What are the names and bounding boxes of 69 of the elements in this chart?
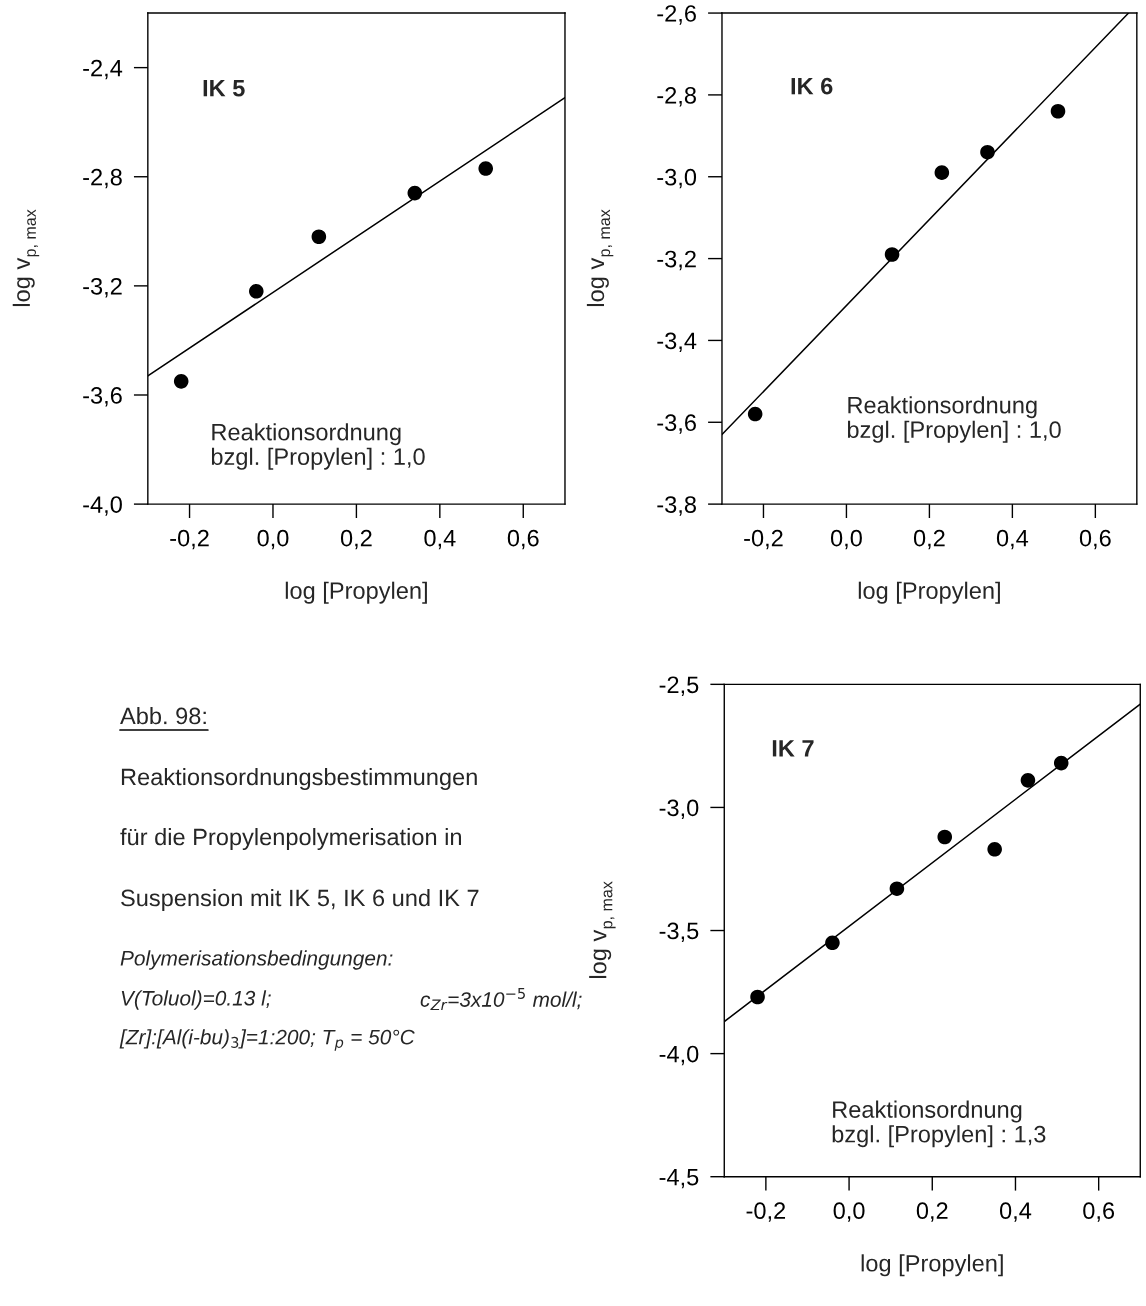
y-tick-label: -2,8 xyxy=(657,86,696,107)
x-tick-label: 0,4 xyxy=(996,529,1029,550)
text: [Zr]:[Al(i-bu)$_{3}$]=1:200; T$_{p}$ = 50°C xyxy=(119,1029,415,1051)
text: Suspension mit IK 5, IK 6 und IK 7 xyxy=(121,888,479,912)
y-tick-label: -4,0 xyxy=(83,496,122,516)
x-tick-label: 0,0 xyxy=(833,1202,865,1222)
y-tick-label: -3,2 xyxy=(657,250,696,271)
y-tick-label: -4,5 xyxy=(659,1169,699,1189)
x-tick-label: 0,2 xyxy=(913,529,945,550)
y-axis-title: log vp, max xyxy=(586,209,614,307)
x-tick-label: 0,6 xyxy=(1079,529,1111,550)
y-tick-label: -2,6 xyxy=(657,5,696,25)
text: c$_{Zr}$=3x10$^{−5}$ mol/l; xyxy=(420,988,582,1011)
y-tick-label: -2,8 xyxy=(83,168,122,189)
text: IK 6 xyxy=(791,77,833,95)
annotation: Reaktionsordnung bzgl. [Propylen] : 1,0 xyxy=(847,396,1061,443)
point xyxy=(980,144,995,160)
y-tick-label: -3,2 xyxy=(83,277,122,298)
y-axis-title: log vp, max xyxy=(589,881,616,978)
point xyxy=(249,284,264,299)
x-tick-label: 0,6 xyxy=(1083,1202,1115,1222)
x-tick-label: 0,4 xyxy=(999,1202,1032,1222)
point xyxy=(1050,103,1066,119)
point xyxy=(173,374,189,389)
annotation: Reaktionsordnung bzgl. [Propylen] : 1,3 xyxy=(832,1100,1046,1148)
x-axis-title: log [Propylen] xyxy=(285,581,427,604)
x-tick-label: 0,0 xyxy=(830,529,862,550)
x-axis-title: log [Propylen] xyxy=(861,1254,1003,1277)
point xyxy=(1053,755,1069,771)
text: Reaktionsordnungsbestimmungen xyxy=(121,767,477,791)
point xyxy=(934,165,950,180)
y-tick-label: -2,4 xyxy=(83,59,123,80)
y-tick-label: -3,0 xyxy=(657,168,697,189)
x-tick-label: -0,2 xyxy=(746,1202,786,1222)
y-tick-label: -3,4 xyxy=(657,332,697,353)
x-axis-title: log [Propylen] xyxy=(858,581,1000,604)
y-axis-title: log vp, max xyxy=(12,209,40,307)
x-tick-label: -0,2 xyxy=(170,529,209,550)
point xyxy=(884,247,900,262)
y-tick-label: -4,0 xyxy=(659,1045,699,1066)
text: für die Propylenpolymerisation in xyxy=(120,827,461,851)
x-tick-label: -0,2 xyxy=(744,529,783,550)
text: Polymerisationsbedingungen: xyxy=(120,950,393,970)
text: IK 5 xyxy=(203,80,245,97)
annotation: Reaktionsordnung bzgl. [Propylen] : 1,0 xyxy=(211,423,425,470)
text: V(Toluol)=0.13 l; xyxy=(121,990,271,1010)
point xyxy=(825,935,840,951)
text: Abb. 98: xyxy=(120,706,206,725)
x-tick-label: 0,0 xyxy=(257,529,289,550)
point xyxy=(407,185,423,201)
point xyxy=(987,842,1002,857)
y-tick-label: -3,6 xyxy=(83,387,122,407)
y-tick-label: -3,6 xyxy=(657,414,696,434)
y-tick-label: -3,0 xyxy=(659,799,699,820)
x-tick-label: 0,2 xyxy=(916,1202,948,1222)
point xyxy=(889,881,905,896)
point xyxy=(750,989,765,1005)
point xyxy=(311,229,327,245)
y-tick-label: -3,8 xyxy=(657,496,696,516)
point xyxy=(1020,773,1036,788)
point xyxy=(937,829,953,845)
y-tick-label: -3,5 xyxy=(659,922,699,943)
text: IK 7 xyxy=(772,740,814,757)
point xyxy=(478,161,493,176)
point xyxy=(747,406,763,422)
x-tick-label: 0,6 xyxy=(507,529,539,550)
y-tick-label: -2,5 xyxy=(659,676,699,696)
x-tick-label: 0,2 xyxy=(340,529,372,550)
x-tick-label: 0,4 xyxy=(424,529,456,550)
